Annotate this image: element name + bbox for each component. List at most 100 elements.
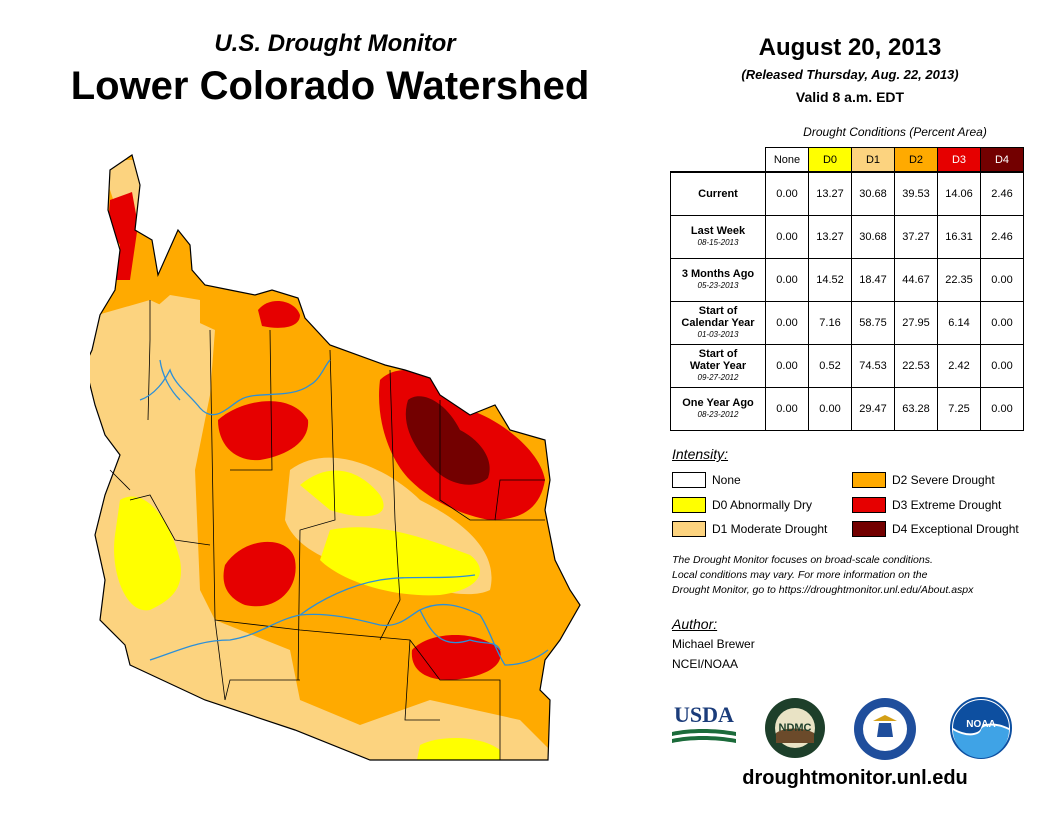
row-date: 09-27-2012 [697,373,739,382]
table-cell: 30.68 [851,171,895,216]
d0-area-south [415,738,500,760]
legend-label: D0 Abnormally Dry [712,498,813,512]
table-cell: 13.27 [808,171,852,216]
map-title: Lower Colorado Watershed [70,64,590,108]
table-cell: 0.00 [808,387,852,431]
row-date: 01-03-2013 [697,330,739,339]
row-label: One Year Ago 08-23-2012 [670,387,766,431]
table-cell: 14.52 [808,258,852,302]
row-date: 08-23-2012 [697,410,739,419]
legend-item: D2 Severe Drought [852,472,995,488]
table-cell: 6.14 [937,301,981,345]
table-cell: 0.00 [765,301,809,345]
legend-swatch [852,521,886,537]
d1-area-southwest [90,300,560,760]
d1-area-upper [130,295,200,335]
table-cell: 16.31 [937,215,981,259]
legend-item: D3 Extreme Drought [852,497,1001,513]
row-label: Start of Calendar Year 01-03-2013 [670,301,766,345]
legend-item: D0 Abnormally Dry [672,497,812,513]
drought-conditions-table: None D0 D1 D2 D3 D4 Current 0.00 13.27 30.6… [670,147,1024,431]
noaa-logo-text: NOAA [966,719,995,730]
map-date: August 20, 2013 [758,34,942,61]
legend-heading: Intensity: [672,446,729,462]
disclaimer-note: The Drought Monitor focuses on broad-sca… [672,553,1042,598]
row-label-text2: Calendar Year [681,317,755,329]
table-cell: 0.00 [980,301,1024,345]
legend-item: D4 Exceptional Drought [852,521,1019,537]
table-cell: 37.27 [894,215,938,259]
column-header-d2: D2 [894,147,938,173]
author-org: NCEI/NOAA [672,657,739,671]
d3-area-north [258,300,300,328]
row-label: Last Week 08-15-2013 [670,215,766,259]
author-name: Michael Brewer [672,637,755,651]
table-cell: 2.42 [937,344,981,388]
legend-label: D3 Extreme Drought [892,498,1002,512]
d3-area-far-north [108,192,138,280]
table-row: One Year Ago 08-23-2012 0.00 0.00 29.47 63.28… [670,387,1024,431]
table-cell: 13.27 [808,215,852,259]
table-row: 3 Months Ago 05-23-2013 0.00 14.52 18.47 44.6… [670,258,1024,302]
table-cell: 0.00 [980,344,1024,388]
usda-logo: USDA [672,702,736,743]
d0-area-central [320,527,480,596]
table-cell: 39.53 [894,171,938,216]
column-header-d4: D4 [980,147,1024,173]
table-cell: 7.16 [808,301,852,345]
legend-label: D1 Moderate Drought [712,522,828,536]
row-date: 05-23-2013 [697,281,739,290]
row-label: Current [670,171,766,216]
row-label-text: Last Week [690,225,746,237]
usda-logo-text: USDA [674,702,734,727]
row-label-text: One Year Ago [682,397,754,409]
table-cell: 44.67 [894,258,938,302]
table-row: Start of Calendar Year 01-03-2013 0.00 7.16 5… [670,301,1024,345]
valid-time: Valid 8 a.m. EDT [795,89,905,105]
column-header-d1: D1 [851,147,895,173]
table-cell: 2.46 [980,171,1024,216]
note-line: Drought Monitor, go to https://droughtmo… [672,584,974,596]
map-subtitle: U.S. Drought Monitor [214,30,456,57]
table-cell: 29.47 [851,387,895,431]
row-label-text: Start of [698,305,738,317]
legend-item: D1 Moderate Drought [672,521,827,537]
legend-label: D4 Exceptional Drought [892,522,1019,536]
d0-area-north [300,470,384,517]
commerce-seal [854,698,916,760]
column-header-none: None [765,147,809,173]
table-cell: 63.28 [894,387,938,431]
drought-areas [90,155,580,760]
table-header-row: None D0 D1 D2 D3 D4 [670,147,1024,173]
row-date: 08-15-2013 [697,238,739,247]
website-link[interactable]: droughtmonitor.unl.edu [742,767,968,789]
table-corner [670,147,766,173]
ndmc-logo-text: NDMC [779,722,812,734]
table-row: Current 0.00 13.27 30.68 39.53 14.06 2.46 [670,171,1024,216]
table-cell: 30.68 [851,215,895,259]
legend-swatch [852,472,886,488]
table-cell: 0.00 [765,258,809,302]
table-cell: 0.00 [765,215,809,259]
release-date: (Released Thursday, Aug. 22, 2013) [741,67,959,82]
d4-area [405,396,490,485]
row-label: Start of Water Year 09-27-2012 [670,344,766,388]
table-row: Start of Water Year 09-27-2012 0.00 0.52 74.5… [670,344,1024,388]
rivers [139,359,549,666]
table-cell: 74.53 [851,344,895,388]
table-cell: 0.00 [765,387,809,431]
legend-swatch [672,472,706,488]
legend-swatch [852,497,886,513]
table-cell: 27.95 [894,301,938,345]
table-cell: 14.06 [937,171,981,216]
legend-item: None [672,472,741,488]
legend-label: D2 Severe Drought [892,473,995,487]
table-cell: 0.00 [980,387,1024,431]
row-label: 3 Months Ago 05-23-2013 [670,258,766,302]
noaa-logo: NOAA [950,697,1012,759]
table-cell: 0.00 [765,344,809,388]
row-label-text: Current [698,188,738,200]
d0-area-west [114,496,181,611]
county-boundaries [109,300,545,760]
column-header-d0: D0 [808,147,852,173]
